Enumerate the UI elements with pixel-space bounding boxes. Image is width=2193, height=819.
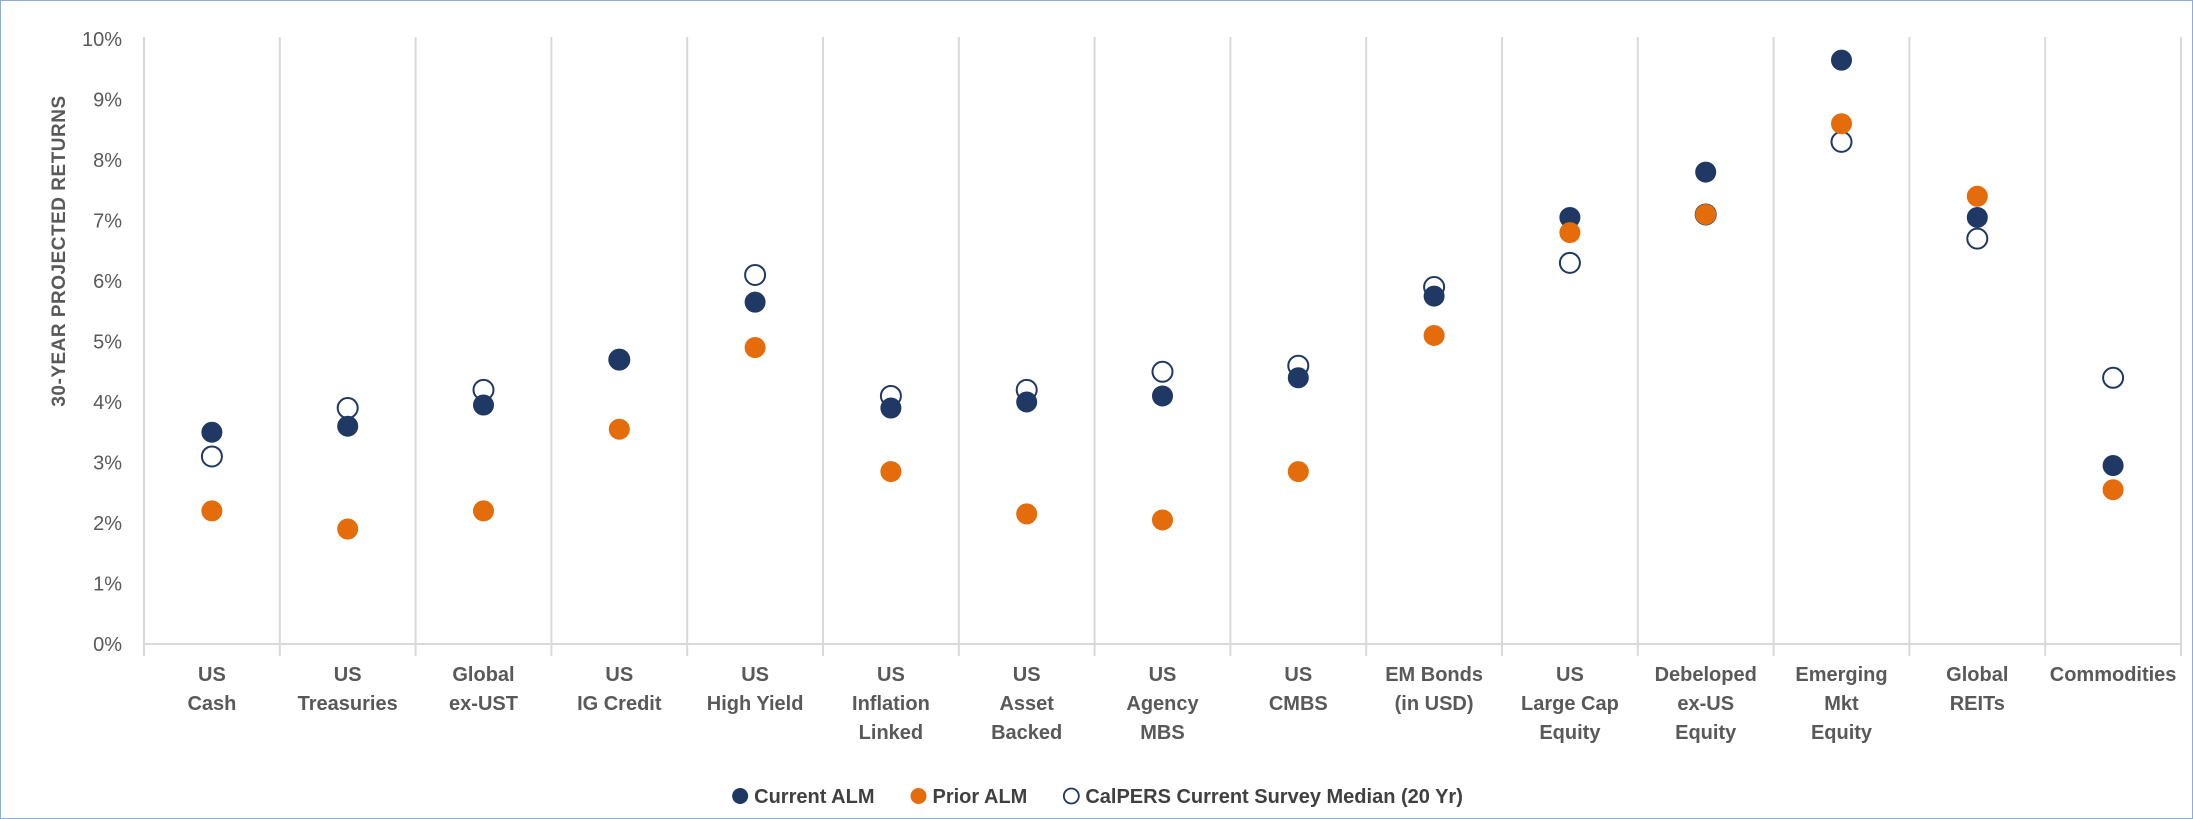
x-tick-label: Global REITs [1946, 664, 2008, 715]
x-tick-label: Debeloped ex-US Equity [1655, 664, 1757, 744]
x-tick-label: US Cash [187, 664, 236, 715]
point-current-alm [201, 421, 223, 443]
point-current-alm [337, 415, 359, 437]
x-tick-label: US Agency MBS [1126, 664, 1199, 744]
point-current-alm [744, 291, 766, 313]
point-calpers-current-survey-median-20-yr [2102, 366, 2125, 389]
point-current-alm [608, 349, 630, 371]
x-tick-label: US Inflation Linked [852, 664, 930, 744]
point-current-alm [1423, 285, 1445, 307]
x-tick-label: US IG Credit [577, 664, 662, 715]
legend-marker [732, 788, 749, 804]
point-calpers-current-survey-median-20-yr [200, 445, 223, 468]
point-current-alm [880, 397, 902, 419]
point-prior-alm [1831, 113, 1852, 135]
point-prior-alm [201, 500, 223, 522]
point-calpers-current-survey-median-20-yr [1558, 251, 1581, 274]
legend-marker [910, 788, 927, 804]
y-tick-label: 7% [93, 211, 122, 233]
x-tick-label: US High Yield [707, 664, 804, 715]
point-current-alm [1152, 385, 1173, 407]
x-tick-label: Commodities [2050, 664, 2177, 686]
point-current-alm [1287, 367, 1309, 389]
point-prior-alm [337, 518, 359, 540]
point-prior-alm [1016, 503, 1038, 525]
point-prior-alm [1287, 461, 1309, 483]
point-calpers-current-survey-median-20-yr [744, 263, 767, 286]
y-tick-label: 5% [93, 332, 122, 354]
y-tick-label: 3% [93, 453, 122, 475]
y-tick-label: 8% [93, 150, 122, 172]
data-points [200, 49, 2125, 540]
x-tick-label: US Large Cap Equity [1521, 664, 1619, 744]
x-tick-label: Global ex-UST [449, 664, 518, 715]
point-current-alm [1016, 391, 1038, 413]
y-tick-label: 9% [93, 90, 122, 112]
y-tick-label: 0% [93, 634, 122, 656]
point-prior-alm [744, 337, 766, 359]
x-tick-label: US CMBS [1269, 664, 1328, 715]
y-tick-label: 10% [82, 29, 122, 51]
legend-entry: Current ALM [754, 786, 874, 808]
y-tick-labels: 0% 1% 2% 3% 4% 5% 6% 7% 8% 9% 10% [82, 29, 122, 656]
point-current-alm [1966, 206, 1988, 228]
x-tick-label: US Asset Backed [991, 664, 1062, 744]
point-calpers-current-survey-median-20-yr [1830, 130, 1853, 153]
point-calpers-current-survey-median-20-yr [1966, 227, 1989, 250]
legend-entry: Prior ALM [933, 786, 1028, 808]
point-current-alm [2102, 455, 2124, 477]
point-prior-alm [2102, 479, 2124, 501]
grid-lines [143, 37, 2182, 656]
point-prior-alm [1423, 324, 1445, 346]
x-tick-label: US Treasuries [298, 664, 398, 715]
point-prior-alm [608, 418, 630, 440]
y-tick-label: 1% [93, 574, 122, 596]
point-current-alm [1831, 49, 1852, 71]
y-tick-label: 6% [93, 271, 122, 293]
y-tick-label: 4% [93, 392, 122, 414]
x-tick-label: EM Bonds (in USD) [1385, 664, 1483, 715]
point-current-alm [1695, 161, 1717, 183]
point-current-alm [473, 394, 494, 416]
point-prior-alm [1152, 509, 1173, 531]
point-prior-alm [1966, 185, 1988, 207]
y-tick-label: 2% [93, 513, 122, 535]
point-prior-alm [1695, 203, 1717, 225]
x-tick-labels: US Cash US Treasuries Global ex-UST US IG Credi… [187, 664, 2176, 744]
legend: Current ALM Prior ALM CalPERS Current Surv… [732, 786, 1463, 808]
point-prior-alm [880, 461, 902, 483]
point-prior-alm [1559, 222, 1581, 244]
point-calpers-current-survey-median-20-yr [1151, 360, 1174, 383]
y-axis-label: 30-YEAR PROJECTED RETURNS [49, 95, 70, 406]
point-prior-alm [473, 500, 494, 522]
point-calpers-current-survey-median-20-yr [336, 397, 359, 420]
legend-marker [1062, 787, 1080, 805]
x-tick-label: Emerging Mkt Equity [1795, 664, 1887, 744]
legend-entry: CalPERS Current Survey Median (20 Yr) [1085, 786, 1463, 808]
